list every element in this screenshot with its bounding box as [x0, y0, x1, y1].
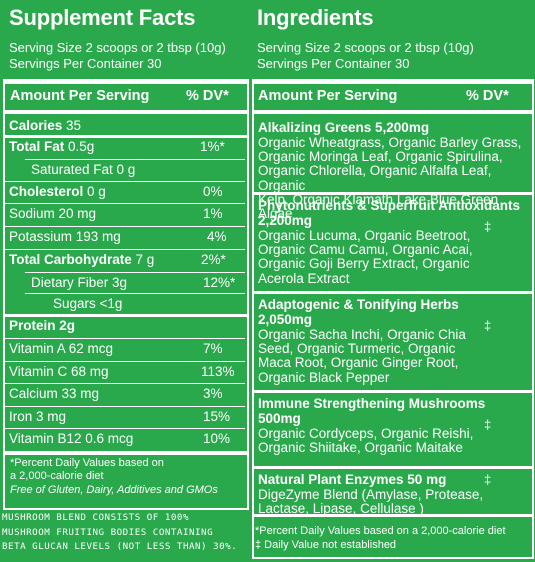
thick-divider — [3, 314, 249, 317]
nutrient-row: Vitamin A 62 mcg — [9, 341, 242, 356]
thin-divider — [3, 428, 245, 429]
mushroom-blend-note: MUSHROOM BLEND CONSISTS OF 100% MUSHROOM… — [2, 512, 238, 552]
supplement-title: Supplement Facts — [9, 5, 196, 30]
thin-divider — [25, 159, 245, 160]
nutrient-dv: 15% — [203, 409, 231, 424]
thin-divider — [3, 181, 245, 182]
nutrient-row: Protein 2g — [9, 318, 242, 333]
ingredient-group-body: DigeZyme Blend (Amylase, Protease, Lacta… — [258, 487, 484, 517]
nutrient-dv: 7% — [203, 341, 223, 356]
dagger-mark: ‡ — [484, 318, 492, 333]
ingredient-group-body: Organic Lucuma, Organic Beetroot, Organi… — [258, 228, 473, 286]
ing-amount-header: Amount Per Serving — [258, 88, 398, 104]
nutrient-amount: Iron 3 mg — [9, 409, 67, 424]
top-thick-rule — [3, 79, 249, 84]
nutrient-dv: 10% — [203, 431, 231, 446]
thin-divider — [3, 226, 245, 227]
thin-divider — [3, 338, 245, 339]
thick-divider — [3, 135, 249, 138]
group-divider — [252, 514, 534, 517]
thin-divider — [3, 383, 245, 384]
ingredient-group-title: Adaptogenic & Tonifying Herbs 2,050mg — [258, 297, 459, 327]
nutrient-amount: Vitamin B12 0.6 mcg — [9, 431, 134, 446]
ingredient-group-body: Organic Cordyceps, Organic Reishi, Organ… — [258, 426, 474, 456]
ingredient-group-title: Natural Plant Enzymes 50 mg — [258, 472, 447, 487]
servings-per-container: Servings Per Container 30 — [9, 56, 162, 71]
nutrient-row: Total Fat 0.5g — [9, 139, 242, 154]
ing-top-thick-rule — [252, 79, 534, 84]
nutrient-amount: Potassium 193 mg — [9, 229, 121, 244]
ingredient-group-title: Alkalizing Greens 5,200mg — [258, 120, 430, 135]
nutrient-dv: 0% — [203, 184, 223, 199]
nutrient-amount: Dietary Fiber 3g — [31, 275, 128, 290]
nutrient-amount: 7 g — [131, 252, 155, 267]
ingredient-group-title: Phytonutrients & Superfruit Antioxidants… — [258, 198, 521, 228]
ingredients-serving-size: Serving Size 2 scoops or 2 tbsp (10g) — [257, 40, 474, 55]
nutrient-row: Vitamin C 68 mg — [9, 364, 242, 379]
nutrient-row: Saturated Fat 0 g — [31, 162, 242, 177]
ingredients-title: Ingredients — [257, 5, 374, 30]
nutrient-amount: Sodium 20 mg — [9, 206, 97, 221]
nutrient-name: Protein 2g — [9, 318, 76, 333]
ing-dv-header: % DV* — [466, 88, 509, 104]
nutrient-name: Cholesterol — [9, 184, 84, 199]
ingredient-group-body: Organic Wheatgrass, Organic Barley Grass… — [258, 135, 522, 222]
dv-header: % DV* — [186, 88, 229, 104]
ingredients-servings-per-container: Servings Per Container 30 — [257, 56, 410, 71]
nutrient-name: Total Carbohydrate — [9, 252, 132, 267]
nutrient-row: Potassium 193 mg — [9, 229, 242, 244]
nutrient-amount: 0.5g — [64, 139, 95, 154]
group-divider — [252, 466, 534, 469]
footnote-line2: a 2,000-calorie diet — [10, 470, 104, 482]
ingredient-group-body: Organic Sacha Inchi, Organic Chia Seed, … — [258, 327, 466, 385]
ing-footnote-line2: ‡ Daily Value not established — [255, 539, 397, 551]
dagger-mark: ‡ — [484, 417, 492, 432]
serving-size: Serving Size 2 scoops or 2 tbsp (10g) — [9, 40, 226, 55]
nutrient-row: Cholesterol 0 g — [9, 184, 242, 199]
nutrient-dv: 1% — [203, 206, 223, 221]
footnote-line1: *Percent Daily Values based on — [10, 457, 164, 469]
nutrient-dv: 2%* — [201, 252, 226, 267]
nutrient-dv: 1%* — [200, 139, 225, 154]
nutrient-row: Dietary Fiber 3g — [31, 275, 242, 290]
thin-divider — [25, 293, 245, 294]
nutrient-name: Total Fat — [9, 139, 65, 154]
nutrient-dv: 113% — [201, 364, 235, 379]
free-of-note: Free of Gluten, Dairy, Additives and GMO… — [10, 484, 218, 496]
thin-divider — [3, 361, 245, 362]
thin-divider — [3, 203, 245, 204]
ing-footnote-line1: *Percent Daily Values based on a 2,000-c… — [255, 525, 506, 537]
thin-divider — [25, 272, 245, 273]
header-thick-rule — [3, 110, 249, 114]
nutrient-row: Vitamin B12 0.6 mcg — [9, 431, 242, 446]
nutrient-row: Iron 3 mg — [9, 409, 242, 424]
group-divider — [252, 291, 534, 294]
group-divider — [252, 192, 534, 195]
nutrient-amount: Calcium 33 mg — [9, 386, 100, 401]
nutrient-amount: Vitamin C 68 mg — [9, 364, 109, 379]
nutrient-dv: 3% — [203, 386, 223, 401]
nutrient-amount: Vitamin A 62 mcg — [9, 341, 114, 356]
nutrient-dv: 12%* — [203, 275, 236, 290]
dagger-mark: ‡ — [484, 472, 492, 487]
ing-header-thick-rule — [252, 110, 534, 114]
ingredient-group-title: Immune Strengthening Mushrooms 500mg — [258, 396, 486, 426]
group-divider — [252, 390, 534, 393]
nutrient-row: Total Carbohydrate 7 g — [9, 252, 242, 267]
nutrient-row: Sugars <1g — [53, 296, 242, 311]
nutrient-row: Sodium 20 mg — [9, 206, 242, 221]
nutrient-row: Calories 35 — [9, 118, 242, 133]
nutrient-amount: Saturated Fat 0 g — [31, 162, 136, 177]
nutrient-dv: 4% — [207, 229, 227, 244]
nutrient-name: Calories — [9, 118, 63, 133]
nutrient-amount: 0 g — [83, 184, 106, 199]
nutrient-amount: 35 — [62, 118, 82, 133]
nutrient-row: Calcium 33 mg — [9, 386, 242, 401]
nutrient-amount: Sugars <1g — [53, 296, 123, 311]
bottom-thick-rule — [3, 451, 249, 455]
thin-divider — [3, 406, 245, 407]
dagger-mark: ‡ — [484, 219, 492, 234]
amount-per-serving-header: Amount Per Serving — [10, 88, 150, 104]
thin-divider — [3, 249, 245, 250]
